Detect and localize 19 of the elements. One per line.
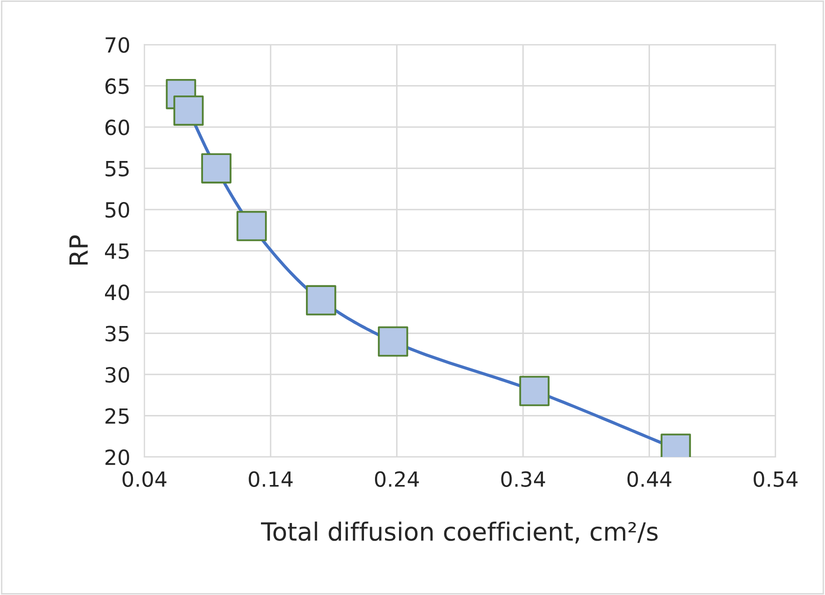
x-tick-label: 0.14	[248, 471, 293, 487]
y-tick-label: 40	[104, 284, 130, 300]
x-tick-label: 0.44	[627, 471, 672, 487]
y-tick-label: 25	[106, 408, 129, 424]
x-tick-label: 0.24	[375, 471, 419, 487]
y-tick-label: 50	[106, 202, 130, 218]
y-tick-label: 55	[106, 161, 129, 177]
y-tick-label: 35	[106, 326, 129, 342]
y-tick-label: 70	[106, 37, 130, 53]
x-tick-label: 0.04	[122, 471, 166, 487]
y-tick-label: 30	[106, 366, 130, 383]
x-tick-label: 0.54	[754, 471, 798, 487]
x-tick-label: 0.34	[501, 471, 546, 487]
x-axis-title: Total diffusion coefficient, cm²/s	[260, 522, 658, 544]
y-tick-label: 65	[105, 78, 129, 94]
y-tick-label: 60	[105, 120, 130, 136]
y-tick-label: 45	[104, 244, 129, 260]
y-axis-title: RP	[69, 235, 88, 265]
y-tick-label: 20	[106, 449, 130, 466]
